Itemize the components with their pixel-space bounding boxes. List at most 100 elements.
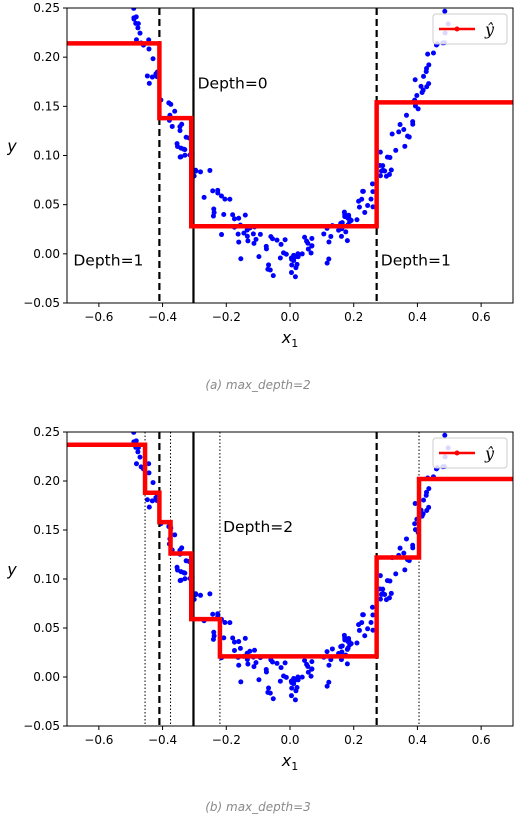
chart-panel-a: (a) max_depth=2 −0.6 −0.4 −0.2 0.0 0.2 0.4 0.6…: [6, 1, 514, 392]
data-point: [389, 131, 395, 137]
data-point: [133, 37, 139, 43]
data-point: [253, 660, 259, 666]
plot-area: [67, 427, 513, 726]
data-point: [210, 213, 216, 219]
data-point: [304, 661, 310, 667]
data-point: [268, 234, 274, 240]
data-point: [266, 685, 272, 691]
data-point: [309, 243, 315, 249]
data-point: [377, 149, 383, 155]
y-tick-label: 0.10: [33, 572, 60, 586]
data-point: [242, 212, 248, 218]
data-point: [420, 511, 426, 517]
data-point: [219, 232, 225, 238]
data-point: [344, 238, 350, 244]
data-point: [215, 187, 221, 193]
data-point: [210, 636, 216, 642]
data-point: [397, 545, 403, 551]
data-point: [305, 669, 311, 675]
data-point: [230, 212, 236, 218]
data-point: [222, 196, 228, 202]
data-point: [299, 674, 305, 680]
data-point: [149, 498, 155, 504]
data-point: [245, 661, 251, 667]
data-point: [244, 227, 250, 233]
data-point: [383, 597, 389, 603]
y-tick-label: 0.05: [33, 621, 60, 635]
data-point: [241, 230, 247, 236]
data-point: [137, 30, 143, 36]
data-point: [288, 270, 294, 276]
data-point: [425, 51, 431, 57]
data-point: [198, 169, 203, 175]
data-point: [383, 173, 389, 179]
data-point: [360, 612, 366, 618]
data-point: [412, 77, 418, 83]
data-point: [368, 620, 374, 626]
y-axis-label: y: [6, 560, 17, 579]
data-point: [146, 37, 152, 43]
data-point: [177, 154, 183, 160]
data-point: [305, 246, 311, 252]
x-tick-label: −0.6: [84, 310, 113, 324]
data-point: [402, 567, 408, 573]
y-tick-label: −0.05: [23, 296, 60, 310]
data-point: [274, 237, 280, 243]
y-tick-label: 0.25: [33, 1, 60, 15]
data-point: [346, 212, 352, 218]
data-point: [133, 427, 138, 432]
data-point: [418, 83, 424, 89]
data-point: [218, 193, 224, 199]
data-point: [231, 216, 237, 222]
data-point: [251, 240, 257, 246]
data-point: [267, 690, 273, 696]
caption-a: (a) max_depth=2: [205, 378, 310, 392]
x-tick-label: −0.6: [84, 733, 113, 747]
data-point: [236, 639, 242, 645]
data-point: [401, 127, 407, 133]
data-point: [172, 532, 178, 538]
data-point: [384, 578, 390, 584]
data-point: [257, 231, 263, 237]
data-point: [302, 657, 308, 663]
data-point: [426, 81, 432, 87]
data-point: [370, 189, 376, 195]
data-point: [252, 647, 258, 653]
data-point: [182, 152, 188, 158]
data-point: [236, 239, 242, 245]
plot-area: [67, 8, 513, 303]
data-point: [397, 122, 403, 128]
data-point: [221, 212, 227, 218]
data-point: [445, 8, 448, 9]
depth-annotation: Depth=1: [73, 252, 143, 270]
data-point: [289, 680, 295, 686]
x-tick-label: 0.4: [408, 733, 427, 747]
data-point: [282, 660, 288, 666]
y-tick-label: 0.00: [33, 670, 60, 684]
data-point: [168, 101, 174, 107]
data-point: [308, 250, 314, 256]
legend-label: ŷ: [484, 20, 495, 39]
x-axis-label: x1: [281, 751, 298, 773]
data-point: [250, 231, 256, 237]
data-point: [245, 238, 251, 244]
data-point: [293, 265, 299, 271]
data-point: [146, 461, 152, 467]
data-point: [263, 243, 269, 249]
data-point: [238, 256, 244, 262]
data-point: [175, 144, 181, 150]
legend-marker: [454, 450, 460, 456]
data-point: [362, 633, 368, 639]
data-point: [308, 673, 314, 679]
data-point: [222, 619, 228, 625]
y-tick-label: 0.15: [33, 99, 60, 113]
depth-annotation: Depth=0: [198, 75, 268, 93]
data-point: [177, 128, 183, 134]
data-point: [369, 181, 375, 187]
data-point: [131, 15, 137, 21]
data-point: [406, 134, 412, 140]
data-point: [144, 73, 150, 79]
data-point: [360, 188, 366, 194]
legend-marker: [454, 26, 460, 32]
